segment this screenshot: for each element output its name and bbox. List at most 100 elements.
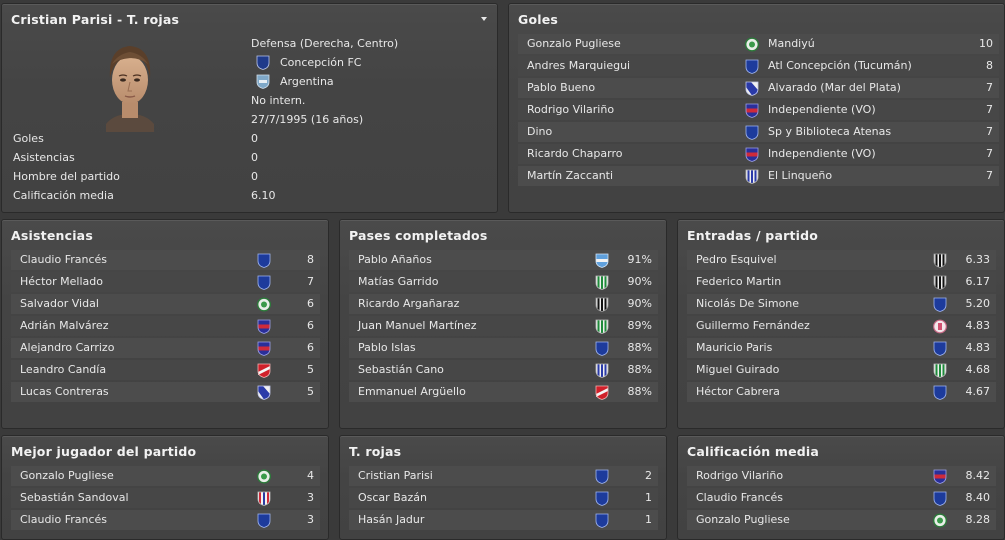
goles-club-name[interactable]: Atl Concepción (Tucumán) bbox=[768, 59, 912, 72]
entradas-player-name[interactable]: Nicolás De Simone bbox=[696, 297, 800, 310]
goles-row[interactable]: Andres Marquiegui Atl Concepción (Tucumán… bbox=[518, 56, 999, 76]
entradas-row[interactable]: Guillermo Fernández 4.83 bbox=[687, 316, 996, 336]
goles-player-name[interactable]: Rodrigo Vilariño bbox=[527, 103, 615, 116]
calificacion-row[interactable]: Claudio Francés 8.40 bbox=[687, 488, 996, 508]
player-birth: 27/7/1995 (16 años) bbox=[251, 113, 364, 126]
mejor-player-name[interactable]: Sebastián Sandoval bbox=[20, 491, 129, 504]
goles-player-name[interactable]: Dino bbox=[527, 125, 553, 138]
pases-row[interactable]: Pablo Añaños 91% bbox=[349, 250, 658, 270]
entradas-player-name[interactable]: Pedro Esquivel bbox=[696, 253, 777, 266]
asistencias-player-name[interactable]: Claudio Francés bbox=[20, 253, 108, 266]
entradas-row[interactable]: Pedro Esquivel 6.33 bbox=[687, 250, 996, 270]
pases-row[interactable]: Emmanuel Argüello 88% bbox=[349, 382, 658, 402]
calificacion-player-name[interactable]: Rodrigo Vilariño bbox=[696, 469, 784, 482]
asistencias-row[interactable]: Adrián Malvárez 6 bbox=[11, 316, 320, 336]
asistencias-row[interactable]: Lucas Contreras 5 bbox=[11, 382, 320, 402]
entradas-player-name[interactable]: Federico Martin bbox=[696, 275, 782, 288]
asistencias-row[interactable]: Héctor Mellado 7 bbox=[11, 272, 320, 292]
mejor-row[interactable]: Sebastián Sandoval 3 bbox=[11, 488, 320, 508]
mejor-player-name[interactable]: Gonzalo Pugliese bbox=[20, 469, 114, 482]
entradas-player-name[interactable]: Héctor Cabrera bbox=[696, 385, 780, 398]
rojas-player-name[interactable]: Hasán Jadur bbox=[358, 513, 425, 526]
goles-row[interactable]: Ricardo Chaparro Independiente (VO) 7 bbox=[518, 144, 999, 164]
rojas-row[interactable]: Oscar Bazán 1 bbox=[349, 488, 658, 508]
goles-player-name[interactable]: Gonzalo Pugliese bbox=[527, 37, 621, 50]
pases-row[interactable]: Juan Manuel Martínez 89% bbox=[349, 316, 658, 336]
mejor-player-name[interactable]: Claudio Francés bbox=[20, 513, 108, 526]
mejor-row[interactable]: Gonzalo Pugliese 4 bbox=[11, 466, 320, 486]
pases-player-name[interactable]: Pablo Añaños bbox=[358, 253, 432, 266]
calificacion-row[interactable]: Gonzalo Pugliese 8.28 bbox=[687, 510, 996, 530]
goles-row[interactable]: Gonzalo Pugliese Mandiyú 10 bbox=[518, 34, 999, 54]
goles-value: 7 bbox=[986, 81, 993, 94]
goles-club-name[interactable]: Independiente (VO) bbox=[768, 103, 876, 116]
pases-row[interactable]: Sebastián Cano 88% bbox=[349, 360, 658, 380]
entradas-row[interactable]: Nicolás De Simone 5.20 bbox=[687, 294, 996, 314]
asistencias-row[interactable]: Salvador Vidal 6 bbox=[11, 294, 320, 314]
goles-row[interactable]: Dino Sp y Biblioteca Atenas 7 bbox=[518, 122, 999, 142]
pases-player-name[interactable]: Emmanuel Argüello bbox=[358, 385, 466, 398]
pases-value: 89% bbox=[627, 319, 652, 332]
asistencias-player-name[interactable]: Héctor Mellado bbox=[20, 275, 103, 288]
club-badge-icon bbox=[933, 341, 947, 356]
club-badge-icon bbox=[745, 125, 759, 140]
goles-row[interactable]: Pablo Bueno Alvarado (Mar del Plata) 7 bbox=[518, 78, 999, 98]
argentina-badge-icon bbox=[256, 74, 270, 89]
pases-player-name[interactable]: Ricardo Argañaraz bbox=[358, 297, 460, 310]
calificacion-row[interactable]: Rodrigo Vilariño 8.42 bbox=[687, 466, 996, 486]
goles-player-name[interactable]: Martín Zaccanti bbox=[527, 169, 614, 182]
goles-club-name[interactable]: Mandiyú bbox=[768, 37, 815, 50]
pases-row[interactable]: Ricardo Argañaraz 90% bbox=[349, 294, 658, 314]
asistencias-player-name[interactable]: Leandro Candía bbox=[20, 363, 107, 376]
mejor-row[interactable]: Claudio Francés 3 bbox=[11, 510, 320, 530]
pases-row[interactable]: Pablo Islas 88% bbox=[349, 338, 658, 358]
goles-value: 10 bbox=[979, 37, 993, 50]
pases-player-name[interactable]: Juan Manuel Martínez bbox=[358, 319, 477, 332]
rojas-player-name[interactable]: Cristian Parisi bbox=[358, 469, 433, 482]
stat-label-motm: Hombre del partido bbox=[13, 170, 120, 183]
club-badge-icon bbox=[257, 319, 271, 334]
player-club[interactable]: Concepción FC bbox=[280, 56, 362, 69]
entradas-player-name[interactable]: Mauricio Paris bbox=[696, 341, 773, 354]
player-title: Cristian Parisi - T. rojas bbox=[11, 12, 180, 27]
goles-value: 7 bbox=[986, 169, 993, 182]
asistencias-player-name[interactable]: Alejandro Carrizo bbox=[20, 341, 115, 354]
asistencias-player-name[interactable]: Salvador Vidal bbox=[20, 297, 99, 310]
goles-club-name[interactable]: El Linqueño bbox=[768, 169, 833, 182]
entradas-row[interactable]: Federico Martin 6.17 bbox=[687, 272, 996, 292]
goles-club-name[interactable]: Independiente (VO) bbox=[768, 147, 876, 160]
pases-row[interactable]: Matías Garrido 90% bbox=[349, 272, 658, 292]
asistencias-player-name[interactable]: Lucas Contreras bbox=[20, 385, 109, 398]
entradas-player-name[interactable]: Guillermo Fernández bbox=[696, 319, 810, 332]
goles-row[interactable]: Martín Zaccanti El Linqueño 7 bbox=[518, 166, 999, 186]
pases-player-name[interactable]: Sebastián Cano bbox=[358, 363, 444, 376]
entradas-row[interactable]: Héctor Cabrera 4.67 bbox=[687, 382, 996, 402]
mejor-panel: Mejor jugador del partido Gonzalo Puglie… bbox=[1, 435, 329, 540]
goles-player-name[interactable]: Andres Marquiegui bbox=[527, 59, 631, 72]
entradas-row[interactable]: Miguel Guirado 4.68 bbox=[687, 360, 996, 380]
goles-club-name[interactable]: Sp y Biblioteca Atenas bbox=[768, 125, 892, 138]
asistencias-row[interactable]: Leandro Candía 5 bbox=[11, 360, 320, 380]
goles-player-name[interactable]: Ricardo Chaparro bbox=[527, 147, 623, 160]
entradas-player-name[interactable]: Miguel Guirado bbox=[696, 363, 780, 376]
asistencias-title: Asistencias bbox=[11, 228, 93, 243]
asistencias-row[interactable]: Alejandro Carrizo 6 bbox=[11, 338, 320, 358]
entradas-value: 6.33 bbox=[965, 253, 991, 266]
stat-label-goals: Goles bbox=[13, 132, 44, 145]
calificacion-player-name[interactable]: Gonzalo Pugliese bbox=[696, 513, 790, 526]
chevron-down-icon[interactable] bbox=[481, 17, 487, 21]
goles-row[interactable]: Rodrigo Vilariño Independiente (VO) 7 bbox=[518, 100, 999, 120]
rojas-row[interactable]: Cristian Parisi 2 bbox=[349, 466, 658, 486]
club-badge-icon bbox=[257, 253, 271, 268]
entradas-row[interactable]: Mauricio Paris 4.83 bbox=[687, 338, 996, 358]
asistencias-row[interactable]: Claudio Francés 8 bbox=[11, 250, 320, 270]
asistencias-player-name[interactable]: Adrián Malvárez bbox=[20, 319, 109, 332]
pases-player-name[interactable]: Matías Garrido bbox=[358, 275, 439, 288]
pases-player-name[interactable]: Pablo Islas bbox=[358, 341, 416, 354]
goles-player-name[interactable]: Pablo Bueno bbox=[527, 81, 596, 94]
rojas-player-name[interactable]: Oscar Bazán bbox=[358, 491, 427, 504]
goles-club-name[interactable]: Alvarado (Mar del Plata) bbox=[768, 81, 901, 94]
rojas-row[interactable]: Hasán Jadur 1 bbox=[349, 510, 658, 530]
player-nationality[interactable]: Argentina bbox=[280, 75, 334, 88]
calificacion-player-name[interactable]: Claudio Francés bbox=[696, 491, 784, 504]
